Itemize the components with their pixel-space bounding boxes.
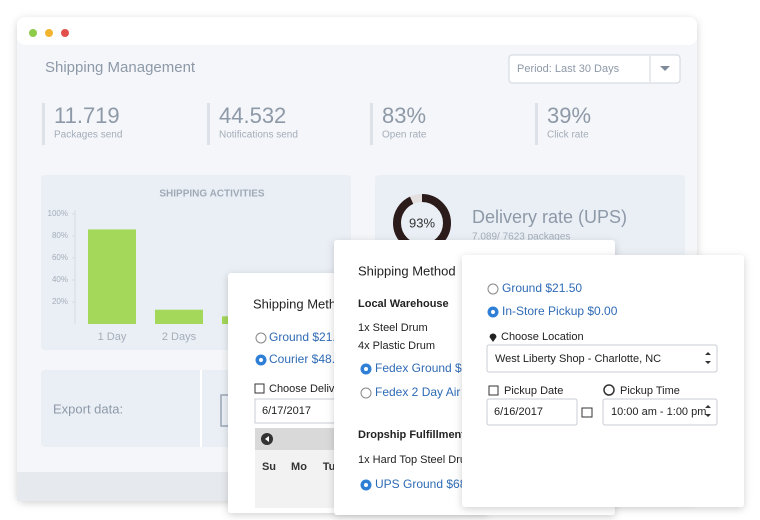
location-select[interactable] bbox=[486, 344, 718, 373]
pin-icon bbox=[489, 333, 497, 342]
card bbox=[462, 255, 744, 507]
stat-value: 44.532 bbox=[219, 103, 286, 128]
chart: 20% 40% 60% 80% 100% 1 Day 2 Days bbox=[48, 209, 270, 343]
item: 1x Steel Drum bbox=[358, 322, 428, 334]
stat-value: 83% bbox=[382, 103, 426, 128]
clock-icon bbox=[603, 384, 615, 396]
x-tick-label: 2 Days bbox=[162, 331, 197, 343]
radio[interactable] bbox=[487, 283, 499, 295]
location-value: West Liberty Shop - Charlotte, NC bbox=[495, 353, 661, 365]
page-title: Shipping Management bbox=[45, 59, 196, 76]
calendar-button[interactable] bbox=[581, 407, 593, 418]
select-arrows bbox=[705, 352, 711, 364]
time-label: Pickup Time bbox=[620, 385, 680, 397]
date-value: 6/17/2017 bbox=[262, 405, 311, 417]
date-input[interactable] bbox=[486, 398, 578, 426]
radio[interactable] bbox=[360, 387, 372, 399]
select-arrow bbox=[660, 66, 670, 71]
x-tick-label: 1 Day bbox=[98, 331, 127, 343]
option[interactable]: Fedex Ground $62 bbox=[375, 361, 475, 375]
bar bbox=[155, 309, 203, 324]
section-title: Local Warehouse bbox=[358, 298, 449, 310]
item: 1x Hard Top Steel Drum bbox=[358, 454, 475, 466]
option[interactable]: Ground $21.5 bbox=[269, 330, 343, 344]
title-bar bbox=[17, 17, 697, 45]
option[interactable]: Ground $21.50 bbox=[502, 281, 582, 295]
window-dot bbox=[61, 29, 69, 37]
y-tick-label: 20% bbox=[52, 297, 68, 306]
stat-label: Open rate bbox=[382, 130, 427, 141]
y-tick-label: 80% bbox=[52, 231, 68, 240]
bar bbox=[88, 229, 136, 324]
option[interactable]: In-Store Pickup $0.00 bbox=[502, 304, 618, 318]
weekday: Tu bbox=[323, 461, 336, 473]
stat-label: Click rate bbox=[547, 130, 589, 141]
window-dot bbox=[45, 29, 53, 37]
option[interactable]: Courier $48.0 bbox=[269, 352, 342, 366]
section-title: Dropship Fulfillment bbox=[358, 429, 465, 441]
date-label: Choose Delivery bbox=[269, 383, 350, 395]
select-arrows bbox=[705, 405, 711, 417]
calendar-icon bbox=[488, 385, 499, 396]
card-title: Shipping Meth bbox=[253, 296, 336, 311]
weekday: Su bbox=[262, 461, 276, 473]
radio[interactable] bbox=[255, 332, 267, 344]
option[interactable]: Fedex 2 Day Air $ bbox=[375, 385, 471, 399]
radio-dot bbox=[364, 483, 368, 487]
option[interactable]: UPS Ground $68.1 bbox=[375, 477, 477, 491]
y-tick-label: 100% bbox=[48, 209, 68, 218]
weekday: Mo bbox=[291, 461, 307, 473]
stat-label: Packages send bbox=[54, 130, 122, 141]
date-label: Pickup Date bbox=[504, 385, 563, 397]
radio-dot bbox=[259, 358, 263, 362]
date-value: 6/16/2017 bbox=[494, 406, 543, 418]
radio-dot bbox=[364, 367, 368, 371]
item: 4x Plastic Drum bbox=[358, 340, 435, 352]
window-dot bbox=[29, 29, 37, 37]
time-value: 10:00 am - 1:00 pm bbox=[611, 406, 706, 418]
stat-value: 11.719 bbox=[54, 103, 120, 128]
stat-value: 39% bbox=[547, 103, 591, 128]
period-select[interactable] bbox=[508, 54, 681, 84]
prev-arrow bbox=[265, 436, 269, 442]
stat-bar bbox=[207, 103, 210, 145]
chart-title: SHIPPING ACTIVITIES bbox=[159, 189, 265, 200]
stat-label: Notifications send bbox=[219, 130, 298, 141]
location-label: Choose Location bbox=[501, 331, 584, 343]
donut-label: 93% bbox=[409, 215, 435, 230]
calendar-icon bbox=[254, 383, 265, 394]
y-tick-label: 60% bbox=[52, 253, 68, 262]
stat-bar bbox=[42, 103, 45, 145]
stats: 11.719 Packages send 44.532 Notifications s… bbox=[42, 103, 591, 145]
time-select[interactable] bbox=[602, 398, 718, 426]
stat-bar bbox=[370, 103, 373, 145]
calendar-header bbox=[255, 428, 345, 450]
period-text: Period: Last 30 Days bbox=[517, 63, 620, 75]
delivery-title: Delivery rate (UPS) bbox=[472, 207, 627, 227]
y-tick-label: 40% bbox=[52, 275, 68, 284]
stat-bar bbox=[535, 103, 538, 145]
export-label: Export data: bbox=[53, 401, 123, 416]
card-title: Shipping Method bbox=[358, 263, 456, 278]
radio-dot bbox=[491, 310, 495, 314]
delivery-subtitle: 7.089/ 7623 packages bbox=[472, 232, 570, 243]
